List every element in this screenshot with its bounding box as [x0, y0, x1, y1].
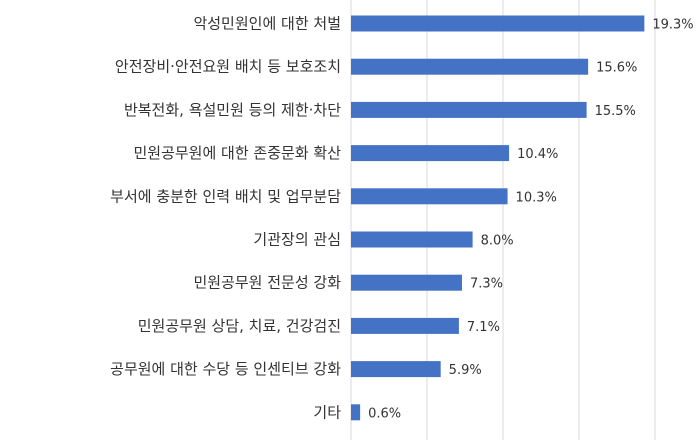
value-label: 7.3%: [470, 277, 503, 292]
category-label: 안전장비·안전요원 배치 등 보호조치: [115, 58, 341, 76]
value-label: 19.3%: [652, 18, 693, 33]
value-label: 7.1%: [467, 320, 500, 335]
category-label: 민원공무원에 대한 존중문화 확산: [133, 144, 341, 162]
category-label: 민원공무원 전문성 강화: [193, 274, 341, 292]
bar: [351, 317, 459, 334]
category-label: 기타: [313, 403, 341, 421]
category-label: 부서에 충분한 인력 배치 및 업무분담: [110, 187, 341, 205]
bar: [351, 404, 361, 421]
value-label: 8.0%: [481, 234, 514, 249]
value-label: 5.9%: [449, 363, 482, 378]
value-label: 0.6%: [368, 406, 401, 421]
bar: [351, 231, 473, 248]
bar: [351, 361, 441, 378]
value-label: 15.6%: [596, 61, 637, 76]
category-label: 민원공무원 상담, 치료, 건강검진: [138, 317, 341, 335]
bar: [351, 58, 589, 75]
value-label: 10.3%: [516, 190, 557, 205]
category-label: 공무원에 대한 수당 등 인센티브 강화: [110, 360, 341, 378]
bar: [351, 101, 587, 118]
category-label: 반복전화, 욕설민원 등의 제한·차단: [124, 101, 341, 119]
value-label: 10.4%: [517, 147, 558, 162]
value-labels: 19.3% 15.6% 15.5% 10.4% 10.3% 8.0% 7.3% 7.1% 5.9…: [368, 18, 694, 422]
bar: [351, 274, 462, 291]
category-label: 기관장의 관심: [253, 231, 341, 249]
bar: [351, 188, 508, 205]
value-label: 15.5%: [595, 104, 636, 119]
category-label: 악성민원인에 대한 처벌: [193, 15, 341, 33]
bar: [351, 145, 510, 162]
bar: [351, 15, 645, 32]
bars: [351, 15, 645, 421]
